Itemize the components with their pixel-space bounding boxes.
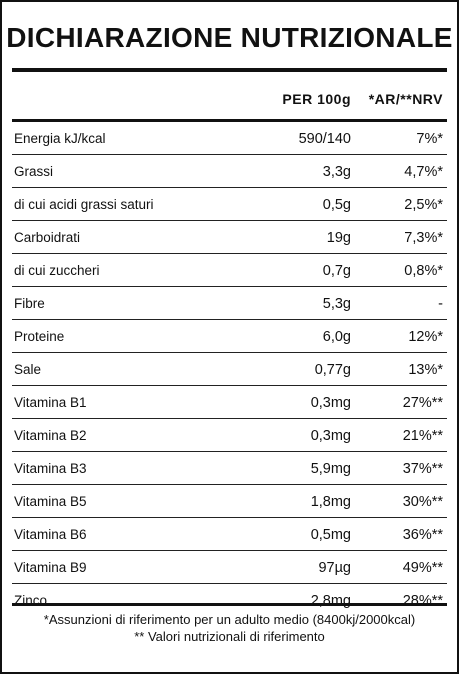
nutrient-percent: 2,5%*	[404, 197, 443, 213]
nutrient-percent: 7%*	[416, 131, 443, 147]
table-row: Vitamina B5 1,8mg 30%**	[12, 485, 447, 518]
table-row: di cui zuccheri 0,7g 0,8%*	[12, 254, 447, 287]
nutrient-value: 6,0g	[322, 329, 351, 345]
title-divider	[12, 68, 447, 72]
nutrient-percent: 7,3%*	[404, 230, 443, 246]
nutrient-value: 97µg	[318, 560, 351, 576]
nutrient-percent: 12%*	[408, 329, 443, 345]
nutrient-percent: 13%*	[408, 362, 443, 378]
table-row: Energia kJ/kcal 590/140 7%*	[12, 122, 447, 155]
nutrient-name: Vitamina B5	[14, 494, 87, 509]
footer-divider	[12, 603, 447, 606]
nutrient-name: Carboidrati	[14, 230, 81, 245]
nutrient-name: di cui zuccheri	[14, 263, 100, 278]
column-header-row: PER 100g *AR/**NRV	[12, 82, 447, 118]
nutrient-name: Vitamina B2	[14, 428, 87, 443]
nutrient-value: 0,7g	[322, 263, 351, 279]
nutrient-percent: 36%**	[402, 527, 443, 543]
table-row: Grassi 3,3g 4,7%*	[12, 155, 447, 188]
header-divider	[12, 119, 447, 122]
nutrient-name: Vitamina B1	[14, 395, 87, 410]
nutrient-value: 5,3g	[322, 296, 351, 312]
nutrient-percent: -	[438, 296, 443, 312]
nutrient-value: 0,77g	[314, 362, 351, 378]
nutrient-value: 0,5g	[322, 197, 351, 213]
footnote-reference-intake: *Assunzioni di riferimento per un adulto…	[43, 612, 416, 627]
nutrient-name: di cui acidi grassi saturi	[14, 197, 154, 212]
nutrient-percent: 28%**	[402, 593, 443, 609]
nutrient-name: Vitamina B6	[14, 527, 87, 542]
nutrient-table: Energia kJ/kcal 590/140 7%* Grassi 3,3g …	[12, 122, 447, 616]
table-row: Vitamina B1 0,3mg 27%**	[12, 386, 447, 419]
column-header-ar-nrv: *AR/**NRV	[368, 91, 443, 107]
nutrient-name: Grassi	[14, 164, 54, 179]
footnote-nrv: ** Valori nutrizionali di riferimento	[134, 629, 325, 644]
nutrient-value: 19g	[326, 230, 351, 246]
nutrient-percent: 0,8%*	[404, 263, 443, 279]
table-row: Proteine 6,0g 12%*	[12, 320, 447, 353]
nutrient-value: 1,8mg	[310, 494, 351, 510]
table-row: Fibre 5,3g -	[12, 287, 447, 320]
nutrient-value: 5,9mg	[310, 461, 351, 477]
table-row: Vitamina B9 97µg 49%**	[12, 551, 447, 584]
nutrient-percent: 37%**	[402, 461, 443, 477]
nutrient-percent: 21%**	[402, 428, 443, 444]
nutrient-name: Proteine	[14, 329, 65, 344]
nutrient-value: 2,8mg	[310, 593, 351, 609]
nutrient-percent: 30%**	[402, 494, 443, 510]
nutrient-value: 0,5mg	[310, 527, 351, 543]
nutrient-value: 590/140	[298, 131, 351, 147]
nutrient-percent: 4,7%*	[404, 164, 443, 180]
nutrient-name: Vitamina B9	[14, 560, 87, 575]
column-header-per-100g: PER 100g	[282, 91, 351, 107]
table-row: Vitamina B2 0,3mg 21%**	[12, 419, 447, 452]
nutrient-name: Vitamina B3	[14, 461, 87, 476]
table-row: Vitamina B3 5,9mg 37%**	[12, 452, 447, 485]
nutrient-name: Fibre	[14, 296, 45, 311]
table-row: Vitamina B6 0,5mg 36%**	[12, 518, 447, 551]
nutrient-percent: 27%**	[402, 395, 443, 411]
nutrient-value: 0,3mg	[310, 428, 351, 444]
nutrient-name: Sale	[14, 362, 42, 377]
nutrient-name: Energia kJ/kcal	[14, 131, 106, 146]
nutrient-value: 0,3mg	[310, 395, 351, 411]
nutrient-percent: 49%**	[402, 560, 443, 576]
table-row: Carboidrati 19g 7,3%*	[12, 221, 447, 254]
footnotes: *Assunzioni di riferimento per un adulto…	[2, 611, 457, 645]
nutrient-value: 3,3g	[322, 164, 351, 180]
label-title: DICHIARAZIONE NUTRIZIONALE	[6, 22, 453, 53]
table-row: Sale 0,77g 13%*	[12, 353, 447, 386]
table-row: di cui acidi grassi saturi 0,5g 2,5%*	[12, 188, 447, 221]
